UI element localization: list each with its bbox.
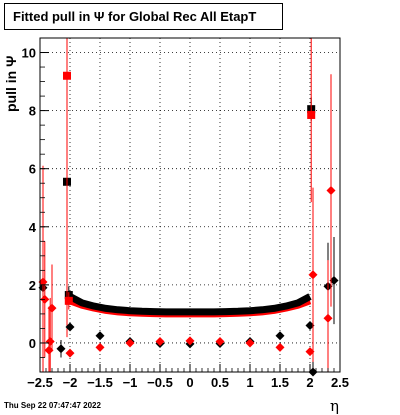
y-axis-label: pull in Ψ (3, 55, 19, 112)
square-marker (63, 71, 71, 80)
grid-lines (39, 38, 341, 372)
diamond-marker (56, 344, 66, 354)
diamond-marker (65, 322, 75, 332)
diamond-marker (323, 313, 333, 323)
x-tick-label: −2.5 (27, 375, 53, 390)
diamond-marker (47, 303, 57, 313)
x-tick-label: 2.5 (331, 375, 349, 390)
chart-title: Fitted pull in Ψ for Global Rec All Etap… (4, 3, 283, 30)
timestamp: Thu Sep 22 07:47:47 2022 (4, 401, 101, 410)
x-tick-label: −0.5 (147, 375, 173, 390)
diamond-marker (215, 337, 225, 347)
x-tick-label: 1.5 (271, 375, 289, 390)
diamond-marker (275, 342, 285, 352)
x-tick-label: −1 (123, 375, 138, 390)
x-tick-label: −2 (63, 375, 78, 390)
x-tick-label: −1.5 (87, 375, 113, 390)
diamond-marker (44, 345, 54, 355)
x-tick-label: 1 (246, 375, 253, 390)
y-tick-label: 0 (29, 336, 36, 351)
y-tick-label: 4 (29, 220, 37, 235)
diamond-marker (65, 348, 75, 358)
diamond-marker (308, 270, 318, 280)
x-tick-label: 0.5 (211, 375, 229, 390)
diamond-marker (125, 338, 135, 348)
x-tick-label: 0 (186, 375, 193, 390)
diamond-marker (95, 331, 105, 341)
plot-frame (39, 37, 341, 373)
band-series-line (68, 293, 312, 316)
y-tick-label: 2 (29, 278, 36, 293)
y-tick-label: 10 (22, 46, 36, 61)
diamond-marker (275, 331, 285, 341)
x-tick-label: 2 (306, 375, 313, 390)
y-tick-label: 6 (29, 162, 36, 177)
diamond-marker (326, 185, 336, 195)
diamond-marker (95, 342, 105, 352)
diamond-marker (185, 336, 195, 346)
diamond-marker (245, 338, 255, 348)
diamond-marker (305, 321, 315, 331)
diamond-marker (329, 276, 339, 286)
x-axis-label: η (330, 397, 339, 415)
diamond-marker (45, 337, 55, 347)
axis-ticks: −2.5 −2 −1.5 −1 −0.5 0 0.5 1 1.5 2 2.5 0 2 4 6 8 10 (22, 37, 349, 390)
diamond-marker (155, 337, 165, 347)
plot-marks (38, 38, 339, 377)
diamond-marker (305, 347, 315, 357)
square-marker (307, 110, 316, 119)
y-tick-label: 8 (29, 104, 36, 119)
square-marker (64, 296, 73, 305)
